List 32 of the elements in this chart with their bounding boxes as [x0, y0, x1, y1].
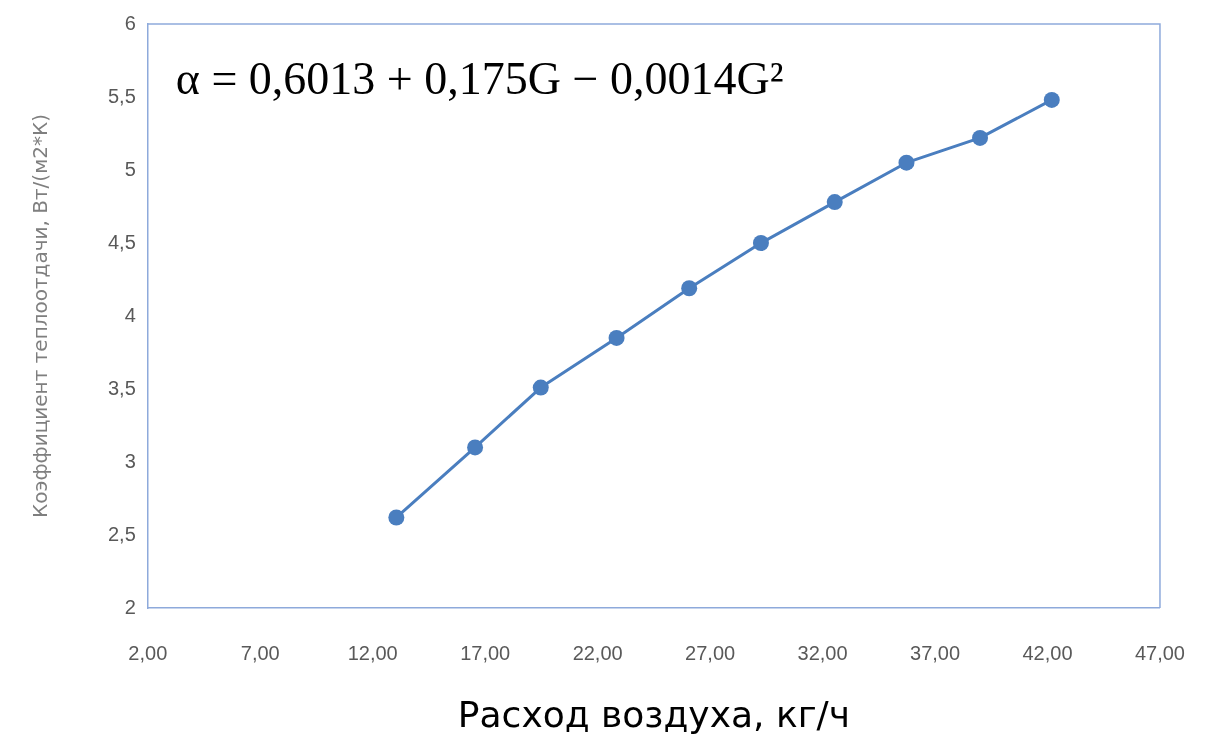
x-tick-label: 27,00 [685, 641, 736, 664]
x-tick-label: 32,00 [797, 641, 848, 664]
point [1043, 91, 1060, 108]
x-tick-label: 7,00 [240, 641, 280, 664]
y-tick-label: 6 [124, 11, 136, 34]
x-tick-label: 2,00 [128, 641, 168, 664]
y-tick-label: 5 [124, 157, 136, 180]
y-tick-label: 3 [124, 449, 136, 472]
point [972, 129, 989, 146]
point [681, 280, 698, 297]
y-tick-label: 3,5 [107, 376, 136, 399]
y-tick-label: 4,5 [107, 230, 136, 253]
y-axis-title: Коэффициент теплоотдачи, Вт/(м2*К) [28, 114, 53, 518]
x-tick-label: 12,00 [347, 641, 398, 664]
x-tick-label: 47,00 [1134, 641, 1186, 664]
x-axis-title: Расход воздуха, кг/ч [457, 694, 850, 736]
y-tick-label: 2,5 [107, 522, 136, 545]
y-tick-label: 4 [124, 303, 136, 326]
point [752, 235, 769, 251]
y-tick-label: 5,5 [107, 84, 136, 107]
point [532, 379, 549, 396]
point [467, 439, 484, 456]
y-tick-label: 2 [124, 595, 136, 618]
annotation: α = 0,6013 + 0,175G − 0,0014G² [175, 53, 784, 104]
x-tick-label: 37,00 [910, 641, 961, 664]
point [898, 154, 915, 171]
point [608, 329, 625, 346]
x-tick-label: 17,00 [460, 641, 511, 664]
x-tick-label: 42,00 [1022, 641, 1073, 664]
x-tick-label: 22,00 [572, 641, 623, 664]
point [826, 194, 843, 211]
point [388, 509, 405, 526]
